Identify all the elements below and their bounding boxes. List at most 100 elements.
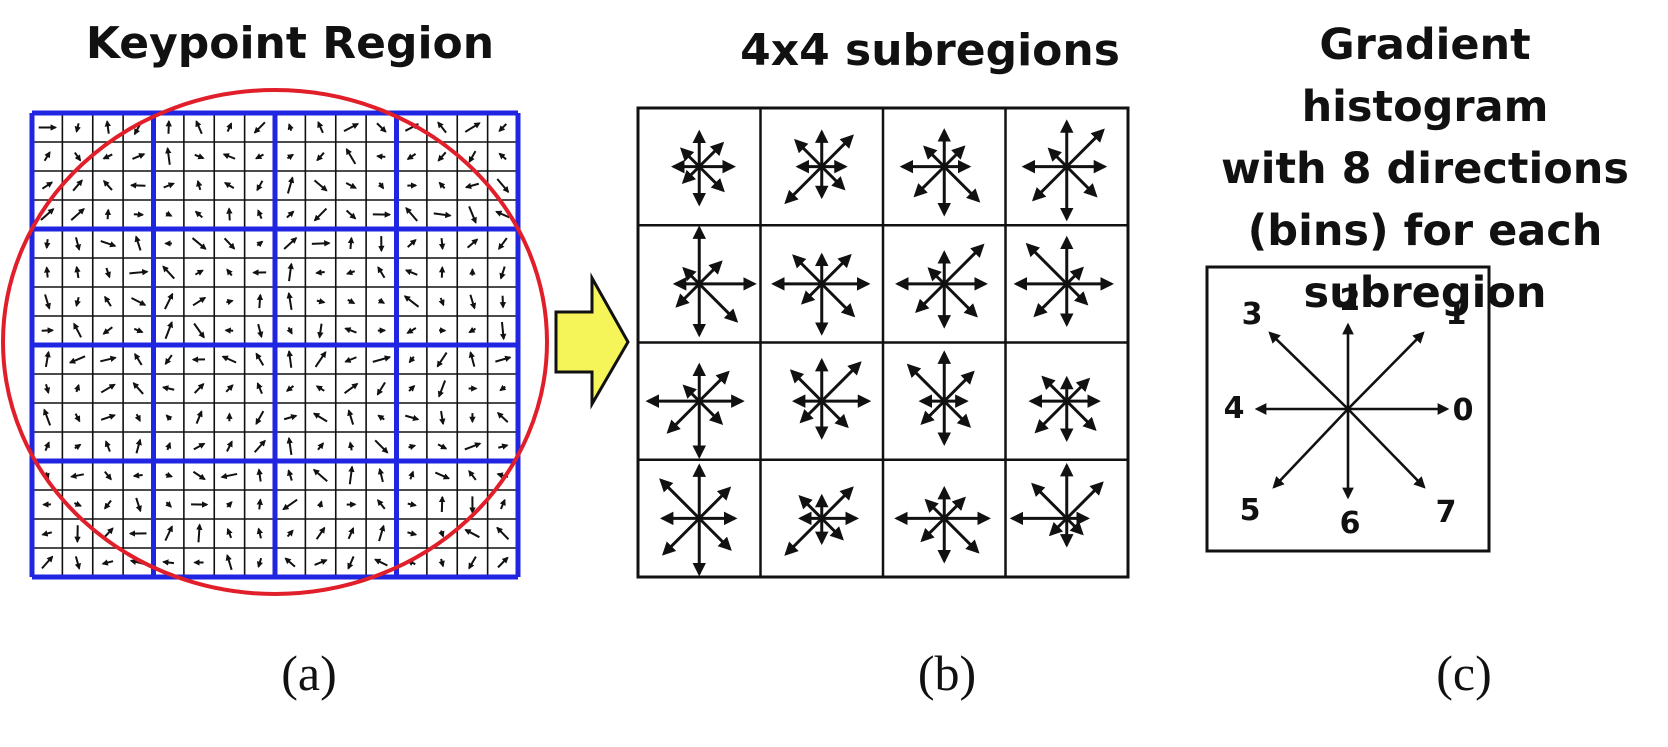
gradient-arrow <box>102 326 113 335</box>
gradient-arrow <box>496 178 510 193</box>
gradient-arrow <box>377 467 385 483</box>
gradient-arrow <box>286 529 294 538</box>
direction-histogram-key: 0 1 2 3 4 5 6 7 <box>1205 265 1491 553</box>
gradient-arrow <box>407 530 418 537</box>
yellow-arrow-icon <box>554 272 630 410</box>
gradient-arrow <box>468 351 476 367</box>
gradient-arrow <box>164 525 173 542</box>
gradient-arrow <box>408 443 417 451</box>
subregion-histogram <box>1009 462 1104 548</box>
gradient-arrow <box>498 152 507 161</box>
gradient-arrow <box>132 153 146 160</box>
direction-arrow-3 <box>1268 331 1349 410</box>
gradient-arrow <box>104 267 111 279</box>
gradient-arrow <box>101 559 114 566</box>
gradient-arrow <box>74 265 81 279</box>
direction-label-0: 0 <box>1453 393 1474 428</box>
gradient-arrow <box>161 385 175 392</box>
histogram-bin-arrow <box>1033 282 1068 318</box>
gradient-arrow <box>347 556 355 570</box>
histogram-bin-arrow <box>698 165 725 193</box>
histogram-bin-arrow <box>698 517 732 551</box>
panel-c-title: Gradient histogram with 8 directions (bi… <box>1190 14 1660 324</box>
gradient-arrow <box>499 384 507 392</box>
gradient-arrow <box>436 352 448 368</box>
gradient-arrow <box>374 558 388 567</box>
gradient-arrow <box>70 472 84 479</box>
gradient-arrow <box>377 266 386 279</box>
keypoint-circle <box>1 88 549 596</box>
histogram-bin-arrow <box>1065 128 1105 168</box>
histogram-bin-arrow <box>1065 400 1097 432</box>
histogram-bin-arrow <box>915 282 946 314</box>
histogram-bin-arrow <box>666 400 701 434</box>
gradient-arrow <box>103 179 113 191</box>
gradient-arrow <box>404 269 418 276</box>
gradient-arrow <box>437 151 447 162</box>
gradient-arrow <box>257 323 264 339</box>
subregion-histogram <box>771 252 871 336</box>
histogram-bin-arrow <box>659 478 701 520</box>
gradient-arrow <box>43 408 52 426</box>
histogram-bin-arrow <box>943 243 985 285</box>
gradient-arrow <box>194 210 203 219</box>
gradient-arrow <box>316 500 324 508</box>
gradient-arrow <box>434 471 450 480</box>
subregion-histogram <box>784 129 854 205</box>
gradient-arrow <box>312 412 328 423</box>
gradient-arrow <box>433 211 452 219</box>
subregion-histogram <box>1013 235 1114 327</box>
gradient-arrow <box>256 240 264 248</box>
gradient-arrow <box>226 440 233 452</box>
gradient-arrow <box>41 555 54 570</box>
gradient-arrow <box>496 411 509 423</box>
gradient-arrow <box>41 181 54 190</box>
gradient-arrow <box>317 121 324 134</box>
gradient-arrow <box>253 121 266 134</box>
gradient-arrow <box>164 354 173 365</box>
gradient-arrow <box>314 351 327 368</box>
gradient-arrow <box>104 471 112 481</box>
subregion-histogram <box>789 357 872 440</box>
gradient-arrow <box>70 208 85 221</box>
caption-b: (b) <box>917 645 977 701</box>
panel-c-title-line-2: with 8 directions <box>1221 144 1629 194</box>
caption-c: (c) <box>1436 645 1492 701</box>
direction-label-5: 5 <box>1240 493 1261 528</box>
gradient-arrow <box>132 382 144 395</box>
gradient-arrow <box>344 327 357 334</box>
gradient-arrow <box>499 266 506 280</box>
gradient-arrow <box>347 527 355 540</box>
histogram-bin-arrow <box>1065 377 1091 403</box>
gradient-arrow <box>438 530 445 538</box>
gradient-arrow <box>283 414 298 421</box>
direction-arrow-1 <box>1347 331 1425 410</box>
gradient-arrow <box>104 208 112 220</box>
histogram-bin-arrow <box>927 267 946 285</box>
gradient-arrow <box>315 385 325 392</box>
gradient-arrow <box>226 122 233 132</box>
subregion-histogram <box>899 128 981 217</box>
gradient-arrow <box>372 355 392 363</box>
subregion-histogram <box>894 485 991 564</box>
histogram-bin-arrow <box>675 282 701 308</box>
histogram-bin-arrow <box>1065 517 1084 536</box>
gradient-arrow <box>497 556 509 569</box>
gradient-arrow <box>408 470 415 480</box>
gradient-arrow <box>312 468 328 483</box>
histogram-bin-arrow <box>920 517 946 543</box>
gradient-arrow <box>347 409 355 425</box>
subregion-histogram <box>784 486 860 556</box>
histogram-bin-arrow <box>698 400 724 426</box>
gradient-arrow <box>286 291 293 310</box>
gradient-arrow <box>311 240 331 247</box>
gradient-arrow <box>407 239 417 248</box>
direction-label-3: 3 <box>1242 297 1263 332</box>
gradient-arrow <box>68 355 86 364</box>
gradient-arrow <box>256 498 263 510</box>
gradient-arrow <box>286 326 293 335</box>
gradient-arrow <box>193 442 206 451</box>
histogram-bin-arrow <box>1031 165 1068 202</box>
histogram-bin-arrow <box>789 369 823 403</box>
